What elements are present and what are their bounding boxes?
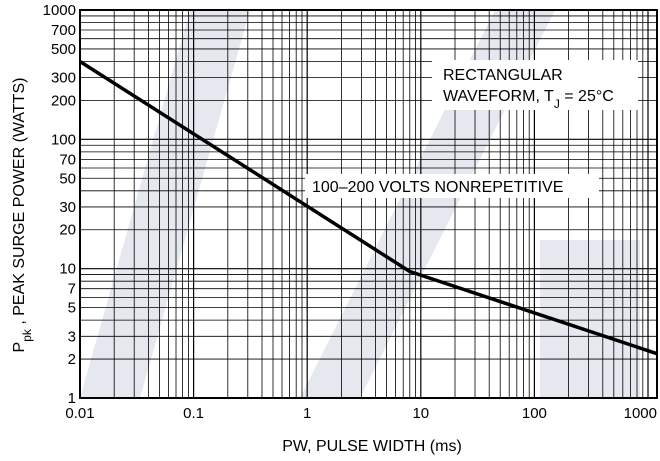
y-tick-label: 1 [68,390,76,407]
y-tick-label: 30 [59,199,76,216]
watermark-stripe [80,10,250,398]
waveform-annotation-text: WAVEFORM, T [443,88,554,105]
y-tick-label: 20 [59,222,76,239]
waveform-annotation-line2: WAVEFORM, TJ = 25°C [443,88,614,111]
x-tick-label: 10 [412,405,429,422]
y-tick-label: 2 [68,351,76,368]
waveform-annotation-rest: = 25°C [560,88,614,105]
y-axis-title-rest: , PEAK SURGE POWER (WATTS) [11,78,28,330]
y-tick-labels: 1 2 3 5 7 10 20 30 50 70 100 200 300 500 700 1000 [43,2,76,407]
x-tick-label: 1000 [624,405,657,422]
watermark-stripe [540,240,640,398]
y-tick-label: 3 [68,328,76,345]
y-tick-label: 5 [68,300,76,317]
waveform-annotation-box [432,60,638,110]
x-tick-label: 0.01 [65,405,94,422]
x-axis-title: PW, PULSE WIDTH (ms) [282,438,462,455]
x-tick-label: 1 [303,405,311,422]
waveform-annotation-line1: RECTANGULAR [443,67,563,84]
y-tick-label: 1000 [43,2,76,19]
y-axis-title-sub: pk [20,328,34,342]
series-group [79,60,658,356]
y-tick-label: 700 [51,22,76,39]
x-tick-label: 0.1 [183,405,204,422]
y-tick-label: 300 [51,70,76,87]
series-line [79,60,658,356]
x-tick-labels: 0.01 0.1 1 10 100 1000 [65,405,657,422]
plot-frame [79,9,658,399]
y-tick-label: 70 [59,151,76,168]
y-tick-label: 200 [51,92,76,109]
y-tick-label: 50 [59,170,76,187]
y-tick-label: 7 [68,281,76,298]
y-tick-label: 100 [51,131,76,148]
waveform-annotation-sub: J [554,97,560,111]
y-tick-label: 10 [59,261,76,278]
y-axis-title-main: P [11,342,28,353]
y-axis-title: Ppk , PEAK SURGE POWER (WATTS) [11,78,34,353]
y-tick-label: 500 [51,41,76,58]
nonrepetitive-annotation-box [305,174,599,198]
nonrepetitive-annotation: 100–200 VOLTS NONREPETITIVE [312,179,563,196]
x-tick-label: 100 [522,405,547,422]
